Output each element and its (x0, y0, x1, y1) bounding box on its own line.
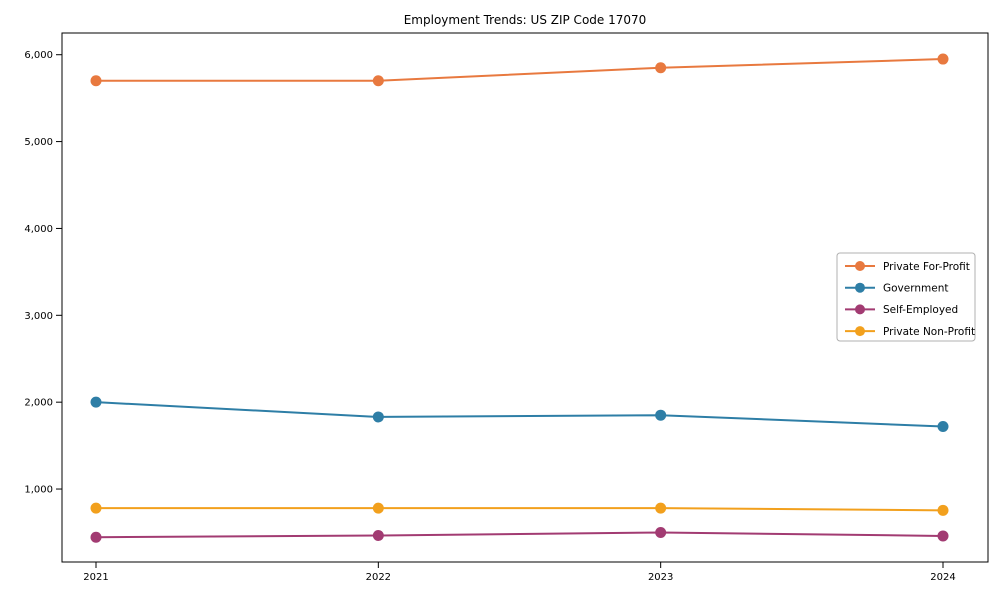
series-line-government (95, 401, 944, 428)
legend-marker-icon (855, 326, 865, 337)
series-point-private-for-profit (90, 75, 102, 87)
legend-item-label: Self-Employed (883, 304, 958, 316)
legend-item-label: Private For-Profit (883, 261, 970, 273)
legend-box (836, 252, 976, 342)
legend-item-private-for-profit: Private For-Profit (845, 261, 970, 273)
legend-marker-icon (855, 282, 865, 293)
y-tick-label: 3,000 (24, 311, 53, 322)
series-point-government (90, 396, 102, 408)
chart-title: Employment Trends: US ZIP Code 17070 (404, 13, 647, 27)
series-point-government (372, 411, 384, 423)
series-point-self-employed (655, 526, 667, 538)
legend-item-self-employed: Self-Employed (845, 304, 958, 316)
legend: Private For-Profit Government Self-Employe… (836, 252, 976, 342)
plot-area: 1,000 2,000 3,000 4,000 5,000 6,000 2021 2022 20… (24, 32, 989, 583)
x-tick-label: 2021 (83, 572, 108, 583)
y-tick-label: 6,000 (24, 50, 53, 61)
series-point-government (655, 409, 667, 421)
series-point-self-employed (90, 531, 102, 543)
series-point-self-employed (372, 530, 384, 542)
legend-item-government: Government (845, 283, 948, 295)
y-tick-label: 4,000 (24, 224, 53, 235)
y-tick-label: 2,000 (24, 398, 53, 409)
legend-marker-icon (855, 261, 865, 271)
x-tick-label: 2024 (930, 572, 955, 583)
series-line-private-for-profit (96, 58, 944, 82)
series-line-self-employed (95, 531, 944, 539)
series-point-private-non-profit (372, 502, 384, 514)
plot-border (61, 32, 989, 563)
legend-item-private-non-profit: Private Non-Profit (845, 326, 975, 338)
legend-item-label: Private Non-Profit (883, 326, 975, 338)
series-point-private-for-profit (937, 53, 949, 65)
y-tick-label: 1,000 (24, 485, 53, 496)
series-point-private-non-profit (937, 504, 949, 516)
legend-marker-icon (855, 304, 865, 315)
x-tick-label: 2022 (366, 572, 391, 583)
legend-item-label: Government (883, 283, 948, 295)
series-point-private-for-profit (372, 75, 384, 87)
series-point-private-non-profit (90, 502, 102, 514)
y-tick-label: 5,000 (24, 137, 53, 148)
series-point-private-non-profit (655, 502, 667, 514)
series-point-private-for-profit (655, 62, 667, 74)
x-tick-label: 2023 (648, 572, 673, 583)
series-point-self-employed (937, 530, 949, 542)
series-point-government (937, 420, 949, 432)
series-line-private-non-profit (96, 507, 944, 512)
